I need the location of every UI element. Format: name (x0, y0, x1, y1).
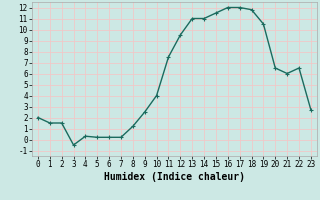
X-axis label: Humidex (Indice chaleur): Humidex (Indice chaleur) (104, 172, 245, 182)
